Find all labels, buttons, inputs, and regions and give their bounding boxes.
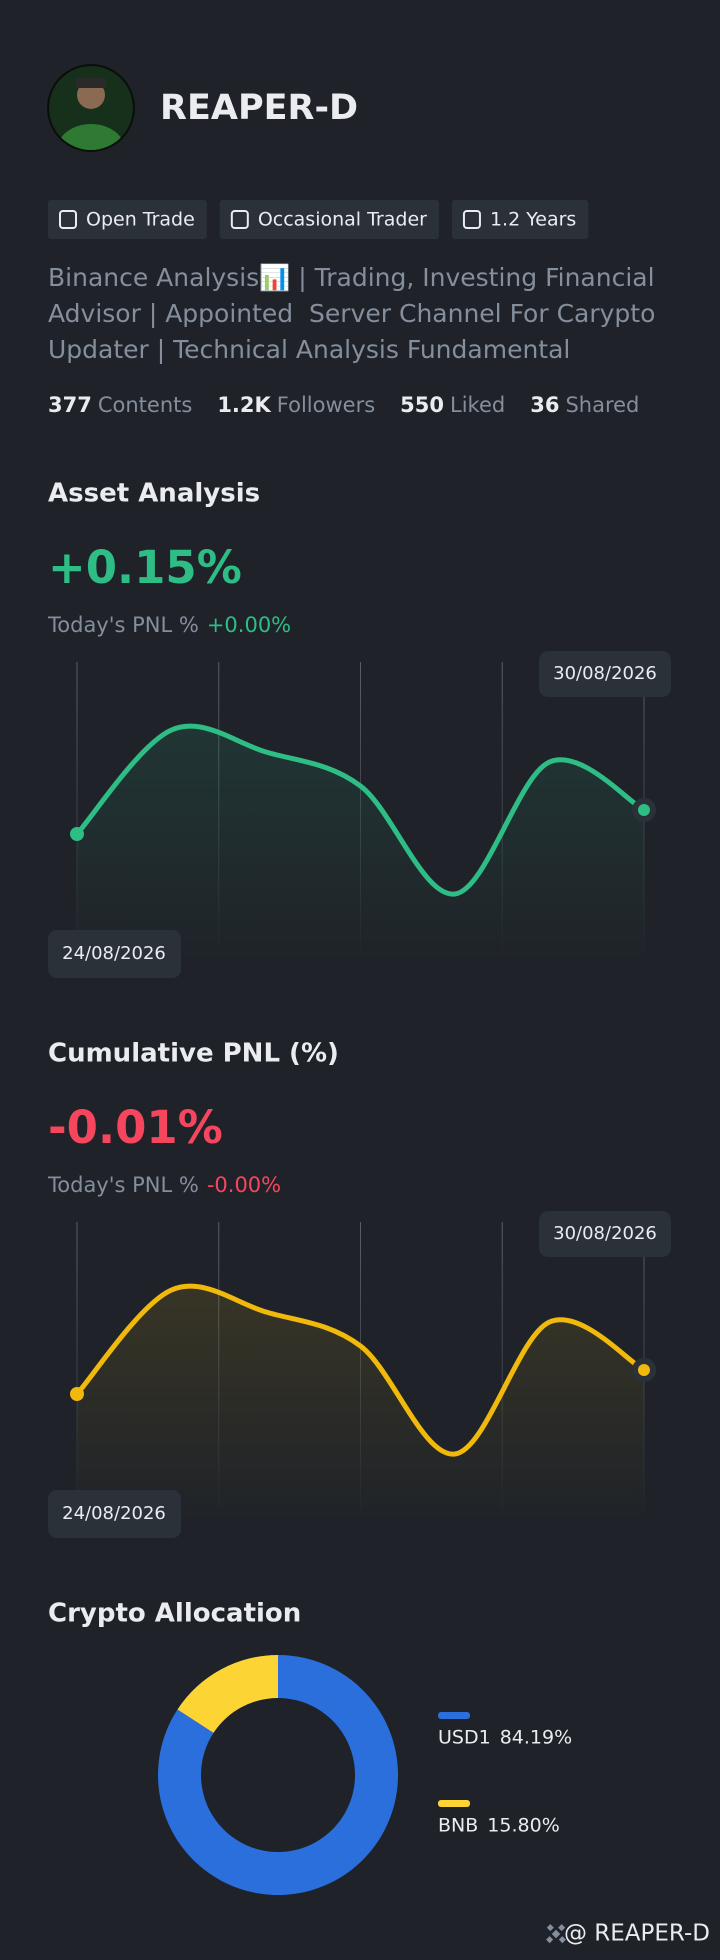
legend-swatch <box>438 1712 470 1719</box>
badge: Open Trade <box>48 200 207 239</box>
legend-value: 15.80% <box>487 1815 559 1837</box>
footer: @ REAPER-D <box>564 1921 710 1947</box>
badge-label: 1.2 Years <box>490 209 576 231</box>
badge-bg <box>451 200 589 239</box>
legend-value: 84.19% <box>500 1727 572 1749</box>
donut-slice <box>177 1655 278 1733</box>
stat-label: Shared <box>565 393 639 417</box>
line <box>74 1283 647 1457</box>
grid-line <box>501 1222 503 1522</box>
start-date: 24/08/2026 <box>62 1503 166 1524</box>
donut-slice <box>157 1655 398 1895</box>
bio-line: Updater | Technical Analysis Fundamental <box>48 335 571 364</box>
line-area <box>77 1286 644 1522</box>
grid-line <box>501 662 503 962</box>
stat-label: Followers <box>277 393 375 417</box>
date-bubble <box>539 651 671 697</box>
chart-section: Asset Analysis +0.15% Today's PNL % +0.00% 3… <box>47 479 671 978</box>
grid-line <box>76 1222 78 1522</box>
avatar <box>47 64 135 152</box>
badge-label: Open Trade <box>86 209 195 231</box>
bio: Binance Analysis📊 | Trading, Investing F… <box>48 260 655 368</box>
badge-icon <box>59 210 77 229</box>
end-dot <box>638 1364 650 1376</box>
pnl-today: -0.00% <box>207 1173 281 1197</box>
line-area <box>77 726 644 962</box>
pnl-label: Today's PNL % <box>47 1173 199 1197</box>
end-date: 30/08/2026 <box>553 1223 657 1244</box>
pnl-today: +0.00% <box>207 613 291 637</box>
section-title: Crypto Allocation <box>48 1599 301 1629</box>
stat-value: 36 <box>530 393 559 417</box>
badge: Occasional Trader <box>219 200 439 239</box>
pnl-value: -0.01% <box>48 1101 223 1154</box>
badge-icon <box>462 210 481 229</box>
start-date: 24/08/2026 <box>62 943 166 964</box>
stat-value: 377 <box>48 393 92 417</box>
badge-bg <box>48 200 207 239</box>
bio-line: Advisor | Appointed Server Channel For C… <box>48 299 656 328</box>
date-bubble <box>539 1211 671 1257</box>
start-dot <box>70 827 84 841</box>
badge-icon <box>230 210 249 229</box>
legend-name: USD1 <box>438 1727 491 1749</box>
pnl-value: +0.15% <box>48 541 242 594</box>
legend-swatch <box>438 1800 470 1807</box>
end-date: 30/08/2026 <box>553 663 657 684</box>
legend-name: BNB <box>438 1815 478 1837</box>
stat-value: 1.2K <box>217 393 271 417</box>
badge-label: Occasional Trader <box>258 209 427 231</box>
pnl-label: Today's PNL % <box>47 613 199 637</box>
chart-section: Cumulative PNL (%) -0.01% Today's PNL % -0.… <box>47 1039 671 1538</box>
bio-line: Binance Analysis📊 | Trading, Investing F… <box>48 263 655 292</box>
badge: 1.2 Years <box>451 200 589 239</box>
stat-label: Contents <box>98 393 192 417</box>
badge-bg <box>219 200 439 239</box>
stat-label: Liked <box>450 393 505 417</box>
date-bubble <box>48 930 181 978</box>
section-title: Cumulative PNL (%) <box>48 1039 339 1069</box>
grid-line <box>76 662 78 962</box>
end-dot <box>638 804 650 816</box>
date-bubble <box>48 1490 181 1538</box>
profile-name: REAPER-D <box>160 88 358 128</box>
stat-value: 550 <box>400 393 444 417</box>
line <box>74 723 647 897</box>
section-title: Asset Analysis <box>48 479 260 509</box>
start-dot <box>70 1387 84 1401</box>
